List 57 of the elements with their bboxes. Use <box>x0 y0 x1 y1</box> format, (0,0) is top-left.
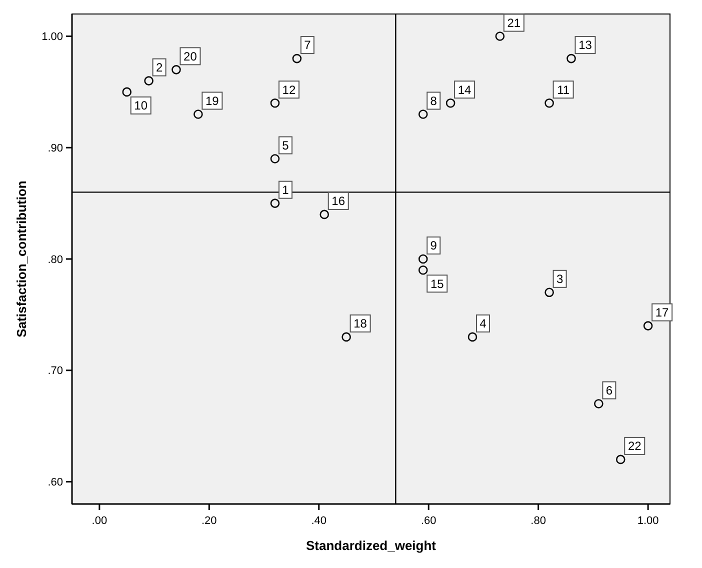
point <box>270 154 280 164</box>
point <box>544 98 554 108</box>
point <box>270 198 280 208</box>
x-axis-title: Standardized_weight <box>306 538 437 553</box>
point <box>468 332 478 342</box>
annotation: 16 <box>332 194 346 208</box>
y-tick-label: 1.00 <box>42 31 63 44</box>
annotation: 15 <box>430 276 444 291</box>
annotation: 22 <box>628 439 642 454</box>
point <box>594 399 604 408</box>
x-tick-label: .80 <box>530 515 546 527</box>
point <box>495 32 505 41</box>
annotation: 13 <box>578 38 592 52</box>
annotation: 19 <box>206 94 220 108</box>
x-tick-label: 1.00 <box>637 515 659 527</box>
y-tick-label: .80 <box>48 254 63 266</box>
x-tick-label: .00 <box>92 515 108 527</box>
y-tick-label: .90 <box>48 142 63 154</box>
point <box>566 54 576 64</box>
point <box>144 76 154 86</box>
point <box>292 54 302 64</box>
point <box>194 110 203 119</box>
point <box>643 321 653 330</box>
point <box>616 454 626 464</box>
point <box>418 254 428 264</box>
x-tick-label: .60 <box>420 515 436 527</box>
x-tick-label: .40 <box>311 515 327 527</box>
y-tick-label: .70 <box>48 365 63 378</box>
point <box>122 87 132 97</box>
annotation: 7 <box>304 38 312 52</box>
y-axis-title: Satisfaction_contribution <box>14 180 29 338</box>
point <box>172 65 181 74</box>
annotation: 9 <box>430 238 438 253</box>
point <box>544 288 554 298</box>
annotation: 12 <box>282 82 296 97</box>
annotation: 4 <box>480 316 487 331</box>
point <box>418 265 428 275</box>
point <box>342 332 351 342</box>
annotation: 6 <box>606 383 613 398</box>
x-tick-label: .20 <box>202 515 217 527</box>
annotation: 20 <box>184 49 198 64</box>
annotation: 21 <box>507 16 521 30</box>
y-tick-label: .60 <box>48 476 63 489</box>
annotation: 8 <box>430 94 438 108</box>
annotation: 1 <box>282 183 290 198</box>
annotation: 10 <box>134 98 148 113</box>
annotation: 18 <box>354 316 368 331</box>
annotation: 14 <box>458 82 472 97</box>
annotation: 3 <box>556 272 564 286</box>
annotation: 17 <box>655 306 670 320</box>
point <box>418 110 428 119</box>
point <box>446 98 456 108</box>
point <box>270 98 280 108</box>
annotation: 11 <box>557 82 570 97</box>
annotation: 2 <box>156 60 163 75</box>
point <box>320 210 330 220</box>
annotation: 5 <box>282 138 290 152</box>
